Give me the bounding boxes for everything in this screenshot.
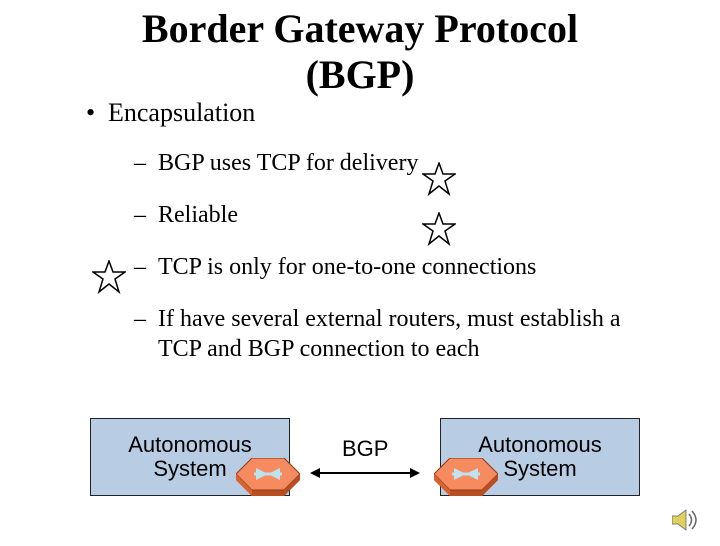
title-line-1: Border Gateway Protocol [142, 6, 578, 51]
router-icon [236, 458, 300, 510]
router-icon [434, 458, 498, 510]
star-icon [422, 212, 456, 246]
star-icon [92, 260, 126, 294]
sub-bullet-text: Reliable [158, 202, 238, 228]
sub-bullet-text: TCP is only for one-to-one connections [158, 254, 536, 280]
slide-title: Border Gateway Protocol (BGP) [0, 6, 720, 98]
sub-bullet-text: BGP uses TCP for delivery [158, 150, 418, 176]
sub-bullet: TCP is only for one-to-one connections [158, 252, 720, 282]
sub-bullet: If have several external routers, must e… [158, 304, 720, 364]
bgp-label: BGP [342, 436, 388, 462]
bullet-main-text: Encapsulation [108, 98, 255, 127]
bullet-main: Encapsulation [108, 98, 720, 128]
double-arrow-icon [310, 466, 420, 480]
star-icon [422, 162, 456, 196]
sub-bullet-text: If have several external routers, must e… [158, 306, 621, 362]
bgp-diagram: Autonomous System Autonomous System BGP [0, 408, 720, 528]
speaker-icon [672, 508, 702, 532]
title-line-2: (BGP) [306, 52, 415, 97]
